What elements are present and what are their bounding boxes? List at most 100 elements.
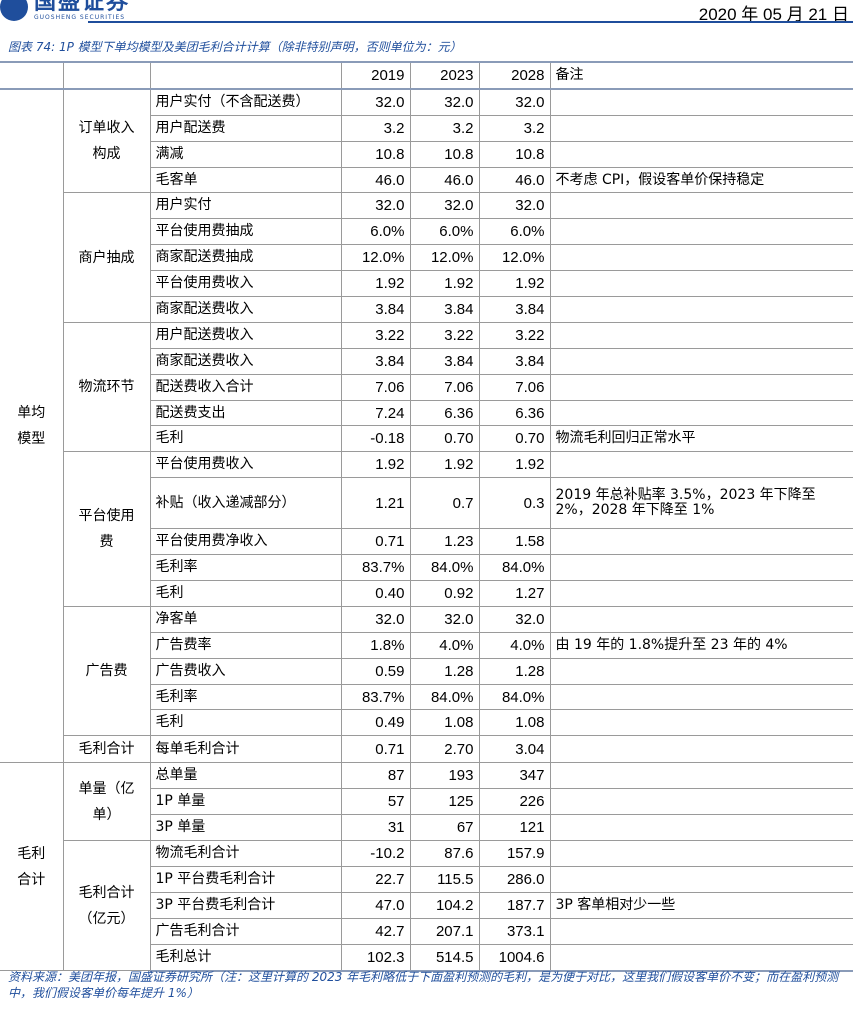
value-cell: 1.23 — [409, 528, 480, 556]
value-cell: 87.6 — [409, 840, 480, 867]
table-row: 毛利合计 单量（亿单） 总单量 87 193 347 — [0, 762, 853, 971]
table-row: 满减 10.8 10.8 10.8 — [0, 140, 853, 168]
note-cell — [549, 296, 853, 323]
group-label: 平台使用费 — [63, 451, 151, 607]
value-cell: 373.1 — [478, 917, 551, 945]
value-cell: 1.28 — [409, 657, 480, 685]
value-cell: 84.0% — [478, 554, 551, 582]
value-cell: 32.0 — [478, 88, 551, 116]
value-cell: 10.8 — [478, 140, 551, 168]
value-cell: 67 — [409, 814, 480, 842]
table-row: 毛利率 83.7% 84.0% 84.0% — [0, 554, 853, 582]
note-cell: 由 19 年的 1.8%提升至 23 年的 4% — [549, 631, 853, 659]
table-row: 毛利率 83.7% 84.0% 84.0% — [0, 683, 853, 711]
row-label: 商家配送费收入 — [150, 296, 342, 323]
value-cell: 4.0% — [478, 631, 551, 659]
value-cell: 3.22 — [478, 321, 551, 349]
value-cell: 3.2 — [340, 114, 411, 142]
value-cell: 3.22 — [340, 321, 411, 349]
value-cell: 83.7% — [340, 683, 411, 711]
row-label: 配送费支出 — [150, 399, 342, 427]
value-cell: 46.0 — [478, 166, 551, 194]
note-cell — [549, 88, 853, 116]
note-cell — [549, 218, 853, 246]
header-row: 2019 2023 2028 备注 — [0, 61, 853, 90]
value-cell: 84.0% — [409, 683, 480, 711]
table-row: 用户配送费 3.2 3.2 3.2 — [0, 114, 853, 142]
row-label: 配送费收入合计 — [150, 373, 342, 401]
value-cell: 3.2 — [478, 114, 551, 142]
value-cell: -10.2 — [340, 840, 411, 867]
value-cell: 42.7 — [340, 917, 411, 945]
value-cell: 46.0 — [409, 166, 480, 194]
row-label: 毛客单 — [150, 166, 342, 194]
table-row: 毛利合计 每单毛利合计 0.71 2.70 3.04 — [0, 735, 853, 764]
row-label: 3P 平台费毛利合计 — [150, 891, 342, 919]
value-cell: 7.06 — [340, 373, 411, 401]
value-cell: 3.84 — [340, 296, 411, 323]
note-cell — [549, 399, 853, 427]
table-row: 平台使用费抽成 6.0% 6.0% 6.0% — [0, 218, 853, 246]
value-cell: 32.0 — [409, 605, 480, 633]
table-row: 毛利 0.40 0.92 1.27 — [0, 580, 853, 607]
note-cell — [549, 657, 853, 685]
table-row: 广告费 净客单 32.0 32.0 32.0 — [0, 605, 853, 737]
row-label: 毛利总计 — [150, 943, 342, 972]
value-cell: 104.2 — [409, 891, 480, 919]
value-cell: 3.84 — [478, 347, 551, 375]
table-row: 毛利总计 102.3 514.5 1004.6 — [0, 943, 853, 972]
row-label: 物流毛利合计 — [149, 840, 342, 867]
value-cell: 32.0 — [409, 192, 480, 220]
value-cell: 84.0% — [409, 554, 480, 582]
value-cell: 46.0 — [340, 166, 411, 194]
table-row: 商家配送费收入 3.84 3.84 3.84 — [0, 347, 853, 375]
row-label: 1P 单量 — [150, 788, 342, 816]
note-cell — [549, 917, 853, 945]
value-cell: 102.3 — [340, 943, 411, 972]
value-cell: 207.1 — [409, 917, 480, 945]
note-cell — [549, 865, 853, 893]
table-row: 1P 单量 57 125 226 — [0, 788, 853, 816]
row-label: 毛利率 — [150, 554, 342, 582]
value-cell: 87 — [340, 762, 411, 790]
note-cell — [549, 554, 853, 582]
value-cell: 7.06 — [478, 373, 551, 401]
note-cell — [549, 709, 853, 737]
note-cell: 3P 客单相对少一些 — [549, 891, 853, 919]
row-label: 1P 平台费毛利合计 — [150, 865, 342, 893]
group-label: 单量（亿单） — [62, 762, 151, 842]
section-label: 毛利合计 — [0, 762, 64, 971]
value-cell: 0.70 — [478, 425, 551, 453]
value-cell: 32.0 — [340, 88, 411, 116]
row-label: 每单毛利合计 — [149, 735, 342, 764]
group-label: 毛利合计（亿元） — [63, 840, 151, 971]
value-cell: 1.8% — [340, 631, 411, 659]
value-cell: 286.0 — [478, 865, 551, 893]
row-label: 满减 — [150, 140, 342, 168]
value-cell: 0.71 — [340, 528, 411, 556]
value-cell: 1.28 — [478, 657, 551, 685]
value-cell: 0.70 — [409, 425, 480, 453]
value-cell: 1.92 — [340, 451, 411, 479]
note-cell — [549, 735, 853, 764]
note-cell — [549, 114, 853, 142]
column-header: 2019 — [340, 61, 411, 90]
value-cell: 514.5 — [409, 943, 480, 972]
logo: 国盛证券 GUOSHENG SECURITIES — [0, 0, 130, 21]
row-label: 用户实付（不含配送费） — [149, 88, 342, 116]
row-label: 用户实付 — [149, 192, 342, 220]
value-cell: 32.0 — [340, 605, 411, 633]
note-cell — [549, 683, 853, 711]
row-label: 平台使用费净收入 — [150, 528, 342, 556]
row-label: 毛利 — [150, 709, 342, 737]
note-cell — [549, 762, 853, 790]
value-cell: 1.92 — [478, 451, 551, 479]
table-row: 平台使用费 平台使用费收入 1.92 1.92 1.92 — [0, 451, 853, 607]
note-cell — [549, 788, 853, 816]
value-cell: 4.0% — [409, 631, 480, 659]
value-cell: 115.5 — [409, 865, 480, 893]
value-cell: 0.71 — [340, 735, 411, 764]
row-label: 商家配送费收入 — [150, 347, 342, 375]
table-row: 配送费收入合计 7.06 7.06 7.06 — [0, 373, 853, 401]
value-cell: 22.7 — [340, 865, 411, 893]
